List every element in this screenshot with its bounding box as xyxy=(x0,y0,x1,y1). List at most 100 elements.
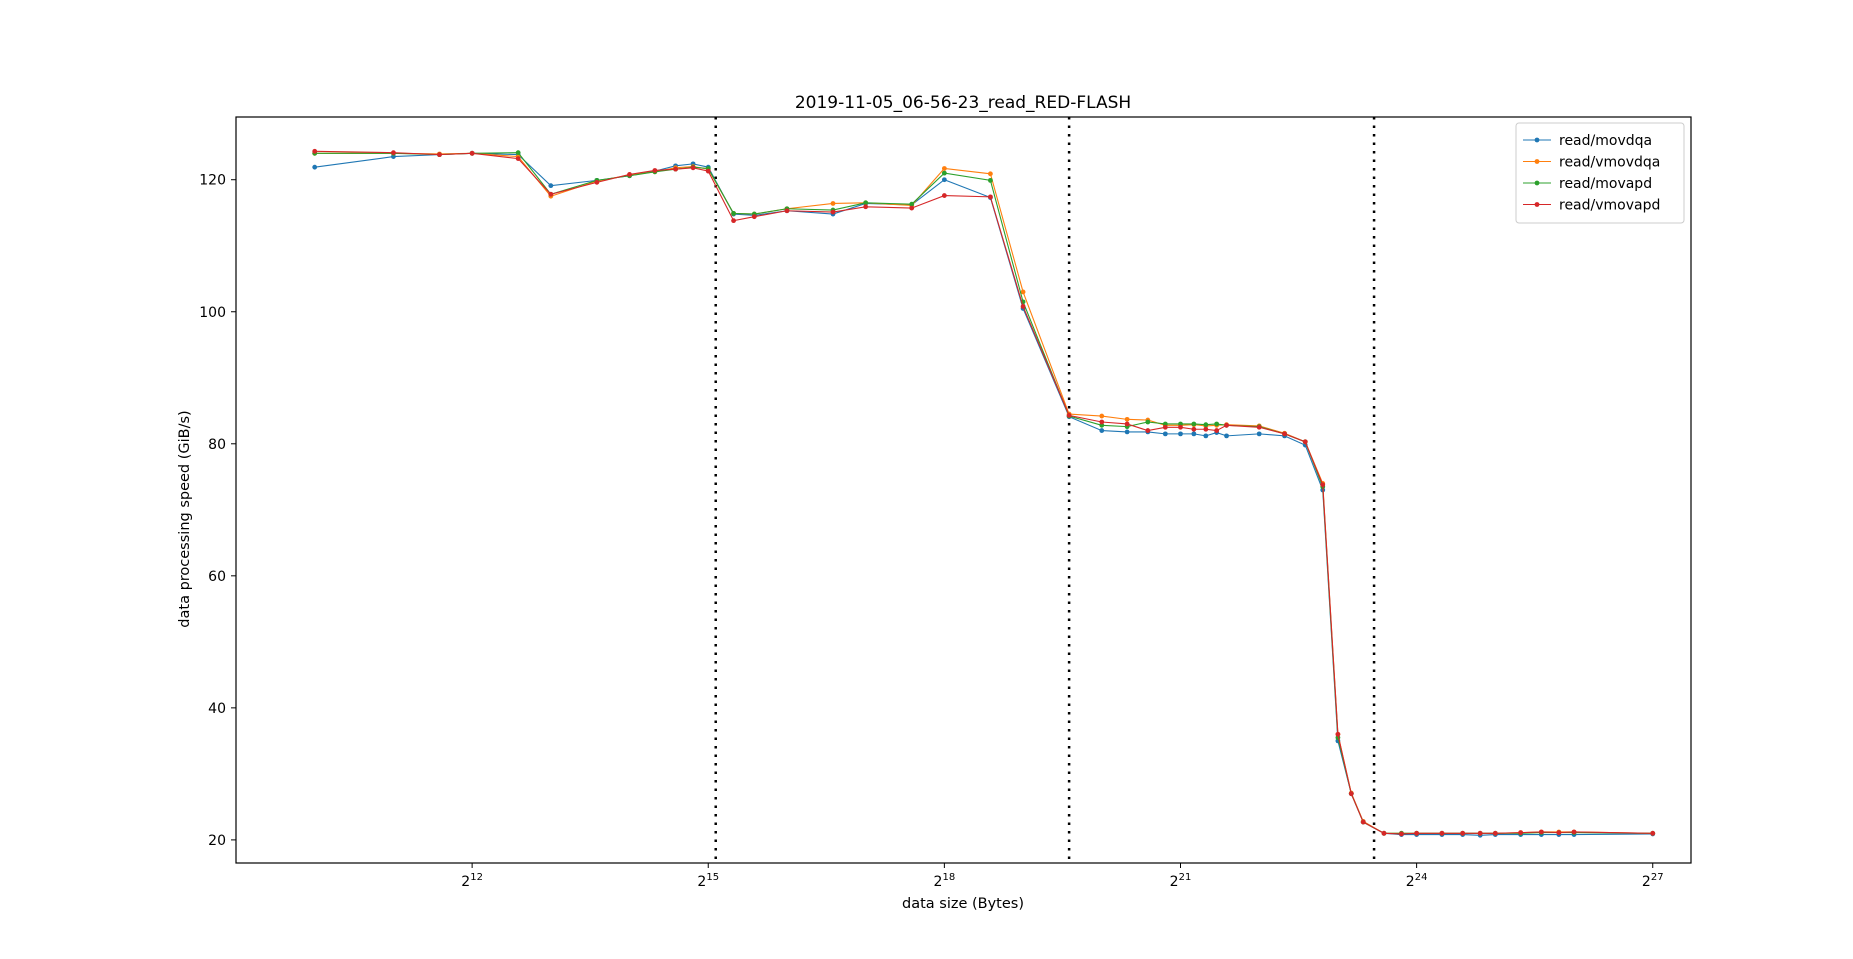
data-point xyxy=(1335,731,1341,737)
chart-title: 2019-11-05_06-56-23_read_RED-FLASH xyxy=(795,93,1131,113)
data-point xyxy=(941,193,947,198)
data-point xyxy=(515,156,521,161)
data-point xyxy=(469,150,475,156)
y-tick-label: 80 xyxy=(208,437,226,453)
y-tick-label: 40 xyxy=(208,701,226,717)
y-tick-label: 100 xyxy=(199,305,226,321)
data-point xyxy=(1162,421,1168,427)
data-point xyxy=(1203,426,1209,432)
data-point xyxy=(1178,424,1183,430)
data-point xyxy=(515,150,521,156)
data-point xyxy=(863,200,869,206)
y-tick-label: 20 xyxy=(208,833,226,849)
plot-frame xyxy=(235,116,1692,864)
data-point xyxy=(391,154,396,160)
x-tick-label: 221 xyxy=(1170,872,1192,890)
x-axis: 212 215 218 221 224 227 xyxy=(461,863,1664,890)
data-point xyxy=(391,150,396,156)
series-read-movapd xyxy=(312,150,1656,836)
data-point xyxy=(1099,428,1105,433)
data-point xyxy=(1145,428,1151,433)
data-point xyxy=(437,152,442,158)
data-point xyxy=(1099,413,1105,419)
data-point xyxy=(1124,416,1130,422)
y-tick-label: 120 xyxy=(199,173,226,189)
data-point xyxy=(1256,424,1262,430)
legend-label: read/movapd xyxy=(1559,176,1652,192)
legend-label: read/vmovdqa xyxy=(1559,155,1660,171)
data-point xyxy=(1460,830,1466,836)
legend-item: read/movdqa xyxy=(1523,133,1652,149)
data-point xyxy=(830,209,836,215)
legend: read/movdqa read/vmovdqa read/movapd read/v… xyxy=(1515,122,1685,224)
data-point xyxy=(548,191,554,197)
data-point xyxy=(1099,422,1105,428)
threshold-lines xyxy=(714,117,1376,863)
data-point xyxy=(1650,830,1656,836)
data-point xyxy=(1348,791,1354,797)
data-point xyxy=(1381,830,1387,836)
data-point xyxy=(1178,421,1183,427)
series-read-vmovapd xyxy=(312,148,1656,837)
data-point xyxy=(988,177,993,183)
data-point xyxy=(731,218,736,224)
data-point xyxy=(1571,829,1577,835)
data-point xyxy=(1360,819,1366,825)
series-line xyxy=(314,152,1653,834)
x-tick-label: 227 xyxy=(1642,872,1664,890)
data-point xyxy=(1492,830,1498,836)
legend-label: read/vmovapd xyxy=(1559,198,1660,214)
series-line xyxy=(314,150,1653,835)
data-point xyxy=(1399,831,1404,837)
data-point xyxy=(1214,421,1220,427)
series-line xyxy=(314,152,1653,834)
data-point xyxy=(909,205,915,211)
data-point xyxy=(1066,413,1072,418)
data-point xyxy=(1282,431,1287,437)
data-point xyxy=(690,165,696,171)
data-point xyxy=(1145,419,1151,425)
y-axis: 20 40 60 80 100 120 xyxy=(199,173,236,849)
x-axis-label: data size (Bytes) xyxy=(902,896,1024,912)
series-line xyxy=(314,152,1653,836)
legend-item: read/vmovdqa xyxy=(1523,155,1660,171)
data-point xyxy=(705,168,711,174)
x-tick-label: 215 xyxy=(697,872,719,890)
data-point xyxy=(830,201,836,206)
data-point xyxy=(784,208,790,214)
data-point xyxy=(1556,830,1562,836)
legend-item: read/movapd xyxy=(1523,176,1652,192)
data-point xyxy=(1203,422,1209,428)
data-point xyxy=(1518,830,1524,836)
data-point xyxy=(1020,289,1026,295)
data-point xyxy=(1538,829,1544,835)
data-point xyxy=(941,177,947,183)
data-point xyxy=(1191,431,1197,437)
y-axis-label: data processing speed (GiB/s) xyxy=(177,410,193,627)
data-point xyxy=(1414,830,1420,836)
data-point xyxy=(1020,304,1026,309)
data-point xyxy=(1191,421,1197,427)
series-group xyxy=(312,148,1656,838)
data-point xyxy=(1439,830,1445,836)
x-tick-label: 224 xyxy=(1406,872,1428,890)
data-point xyxy=(941,166,947,171)
data-point xyxy=(751,214,757,220)
data-point xyxy=(652,168,658,173)
data-point xyxy=(941,170,947,176)
legend-box xyxy=(1515,122,1685,224)
data-point xyxy=(1224,433,1229,439)
data-point xyxy=(1214,428,1220,433)
legend-swatch-marker xyxy=(1534,159,1540,164)
data-point xyxy=(1203,433,1209,439)
x-tick-label: 212 xyxy=(461,872,483,890)
data-point xyxy=(731,210,736,216)
data-point xyxy=(1124,429,1130,435)
legend-swatch-marker xyxy=(1534,137,1540,143)
series-read-movdqa xyxy=(312,150,1656,838)
legend-swatch-marker xyxy=(1534,180,1540,186)
legend-item: read/vmovapd xyxy=(1523,198,1660,214)
data-point xyxy=(1178,431,1183,437)
data-point xyxy=(548,183,554,189)
